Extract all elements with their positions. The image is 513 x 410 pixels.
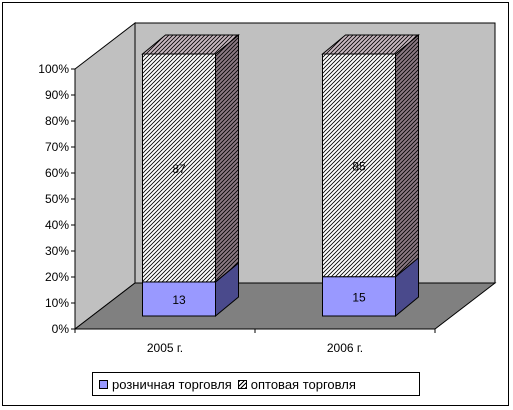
legend-swatch-wholesale xyxy=(237,379,247,389)
data-label-retail-0: 13 xyxy=(172,293,186,307)
legend-item-wholesale: оптовая торговля xyxy=(237,376,356,392)
y-tick-label: 80% xyxy=(45,114,69,128)
y-tick-label: 60% xyxy=(45,166,69,180)
y-tick-label: 40% xyxy=(45,218,69,232)
y-tick-label: 10% xyxy=(45,296,69,310)
x-tick-label: 2006 г. xyxy=(327,341,363,355)
y-tick-label: 30% xyxy=(45,244,69,258)
y-tick-label: 0% xyxy=(52,322,70,336)
x-tick-label: 2005 г. xyxy=(147,341,183,355)
side-wall xyxy=(74,21,136,331)
bar-wholesale-1 xyxy=(322,53,396,278)
legend-label-wholesale: оптовая торговля xyxy=(250,376,356,392)
chart-legend: розничная торговля оптовая торговля xyxy=(92,372,420,396)
y-tick-label: 20% xyxy=(45,270,69,284)
bar-side-wholesale-0 xyxy=(215,33,239,284)
y-tick-label: 90% xyxy=(45,88,69,102)
legend-item-retail: розничная торговля xyxy=(99,377,232,392)
y-tick-label: 50% xyxy=(45,192,69,206)
y-tick-label: 100% xyxy=(38,62,69,76)
floor xyxy=(73,282,497,330)
data-label-retail-1: 15 xyxy=(352,290,366,304)
legend-swatch-retail xyxy=(99,379,108,389)
data-label-wholesale-0: 87 xyxy=(172,162,186,176)
bar-side-wholesale-1 xyxy=(395,33,419,278)
bar-wholesale-0 xyxy=(142,53,216,283)
legend-label-retail: розничная торговля xyxy=(112,376,232,392)
y-tick-label: 70% xyxy=(45,140,69,154)
data-label-wholesale-1: 85 xyxy=(352,159,366,173)
